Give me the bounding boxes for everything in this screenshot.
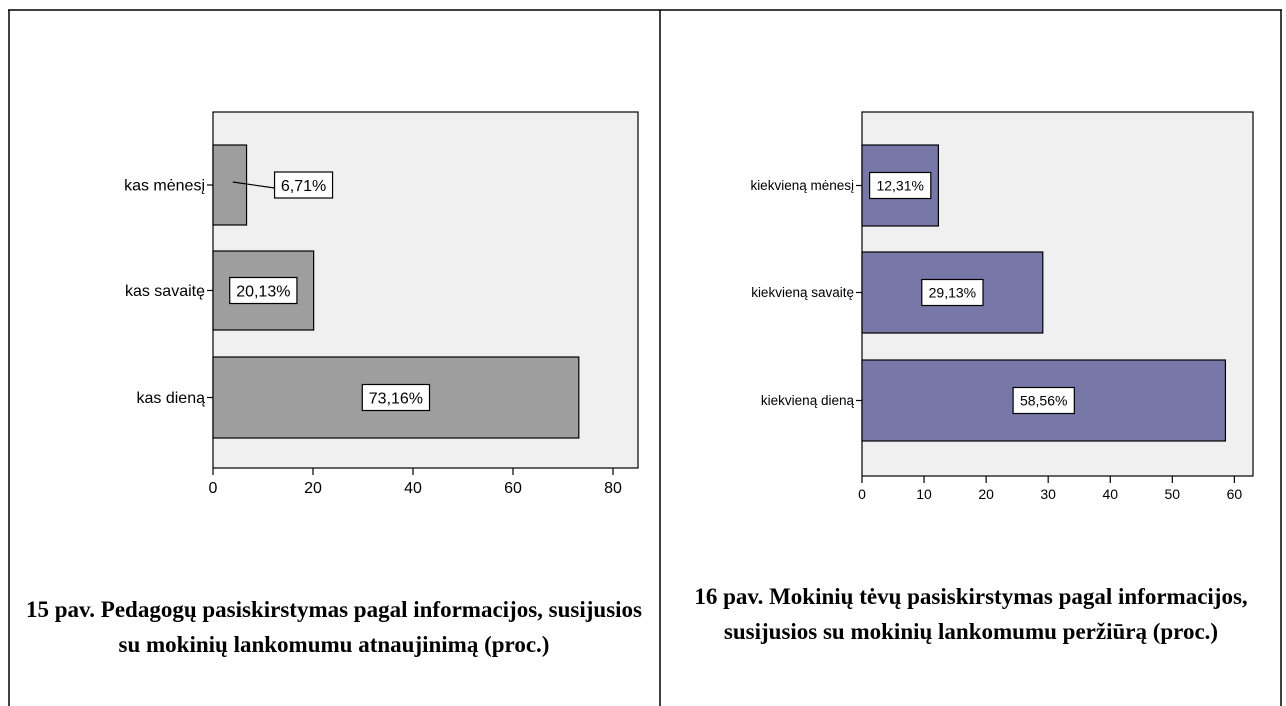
value-label: 73,16% xyxy=(369,390,423,407)
value-label: 20,13% xyxy=(236,283,290,300)
value-label-box xyxy=(273,171,334,199)
x-tick-label: 0 xyxy=(209,480,218,497)
label-leader-line xyxy=(232,181,275,189)
x-tick-label: 60 xyxy=(504,480,522,497)
caption-teachers: 15 pav. Pedagogų pasiskirstymas pagal in… xyxy=(26,597,642,657)
value-label: 58,56% xyxy=(1020,393,1067,409)
category-label: kas dieną xyxy=(137,390,206,407)
value-label: 6,71% xyxy=(281,178,326,195)
value-label: 12,31% xyxy=(876,178,923,194)
value-label-box xyxy=(229,276,298,305)
chart-teachers: kas mėnesį 6,71% kas savaitę 20,13% kas dien… xyxy=(124,111,639,497)
x-tick-label: 40 xyxy=(404,480,422,497)
x-tick-label: 20 xyxy=(978,486,994,502)
value-label-box xyxy=(1012,386,1075,415)
x-tick-label: 80 xyxy=(604,480,622,497)
caption-parents: 16 pav. Mokinių tėvų pasiskirstymas paga… xyxy=(694,584,1248,644)
value-label-box xyxy=(361,383,431,412)
x-tick-label: 30 xyxy=(1040,486,1056,502)
category-label: kas savaitę xyxy=(125,283,205,300)
x-tick-label: 20 xyxy=(304,480,322,497)
value-label: 29,13% xyxy=(929,285,976,301)
category-label: kiekvieną mėnesį xyxy=(750,178,854,193)
value-label-box xyxy=(869,171,932,200)
category-label: kas mėnesį xyxy=(124,178,205,195)
category-label: kiekvieną savaitę xyxy=(751,285,854,300)
value-label-box xyxy=(921,278,984,307)
x-tick-label: 40 xyxy=(1102,486,1118,502)
category-label: kiekvieną dieną xyxy=(761,393,855,408)
chart-parents: kiekvieną mėnesį 12,31% kiekvieną savaitę 2… xyxy=(750,111,1254,502)
bar xyxy=(212,144,248,226)
x-tick-label: 60 xyxy=(1227,486,1243,502)
x-tick-label: 0 xyxy=(858,486,866,502)
x-tick-label: 50 xyxy=(1165,486,1181,502)
x-tick-label: 10 xyxy=(916,486,932,502)
